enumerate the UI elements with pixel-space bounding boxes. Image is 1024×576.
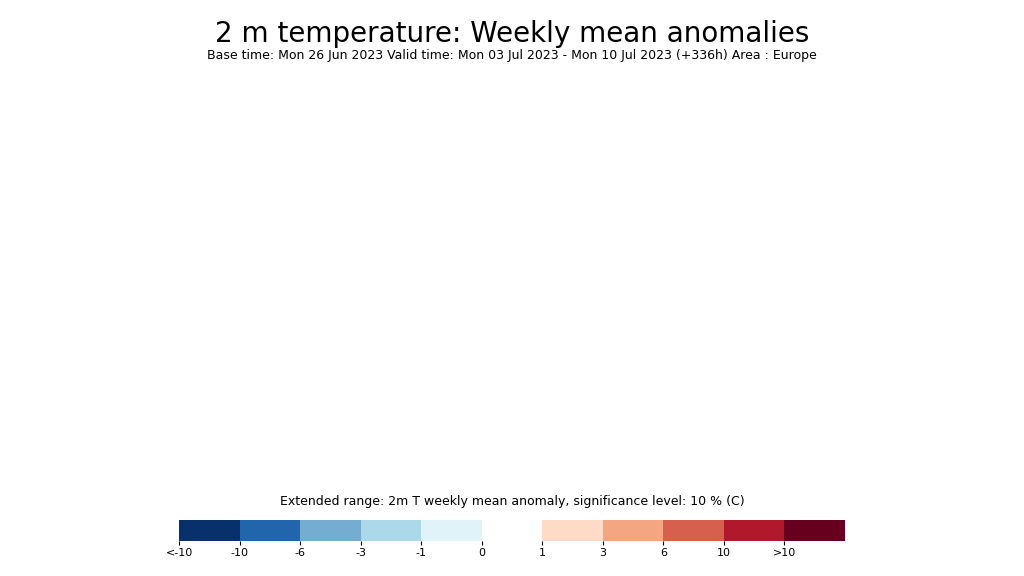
Text: Extended range: 2m T weekly mean anomaly, significance level: 10 % (C): Extended range: 2m T weekly mean anomaly… xyxy=(280,495,744,508)
Bar xyxy=(421,520,481,541)
Bar xyxy=(724,520,784,541)
Bar xyxy=(300,520,360,541)
Bar xyxy=(664,520,724,541)
Bar xyxy=(360,520,421,541)
Text: 2 m temperature: Weekly mean anomalies: 2 m temperature: Weekly mean anomalies xyxy=(215,20,809,48)
Bar xyxy=(603,520,664,541)
Bar xyxy=(179,520,240,541)
Bar xyxy=(543,520,603,541)
Text: Base time: Mon 26 Jun 2023 Valid time: Mon 03 Jul 2023 - Mon 10 Jul 2023 (+336h): Base time: Mon 26 Jun 2023 Valid time: M… xyxy=(207,49,817,62)
Bar xyxy=(481,520,543,541)
Bar xyxy=(784,520,845,541)
Bar xyxy=(240,520,300,541)
